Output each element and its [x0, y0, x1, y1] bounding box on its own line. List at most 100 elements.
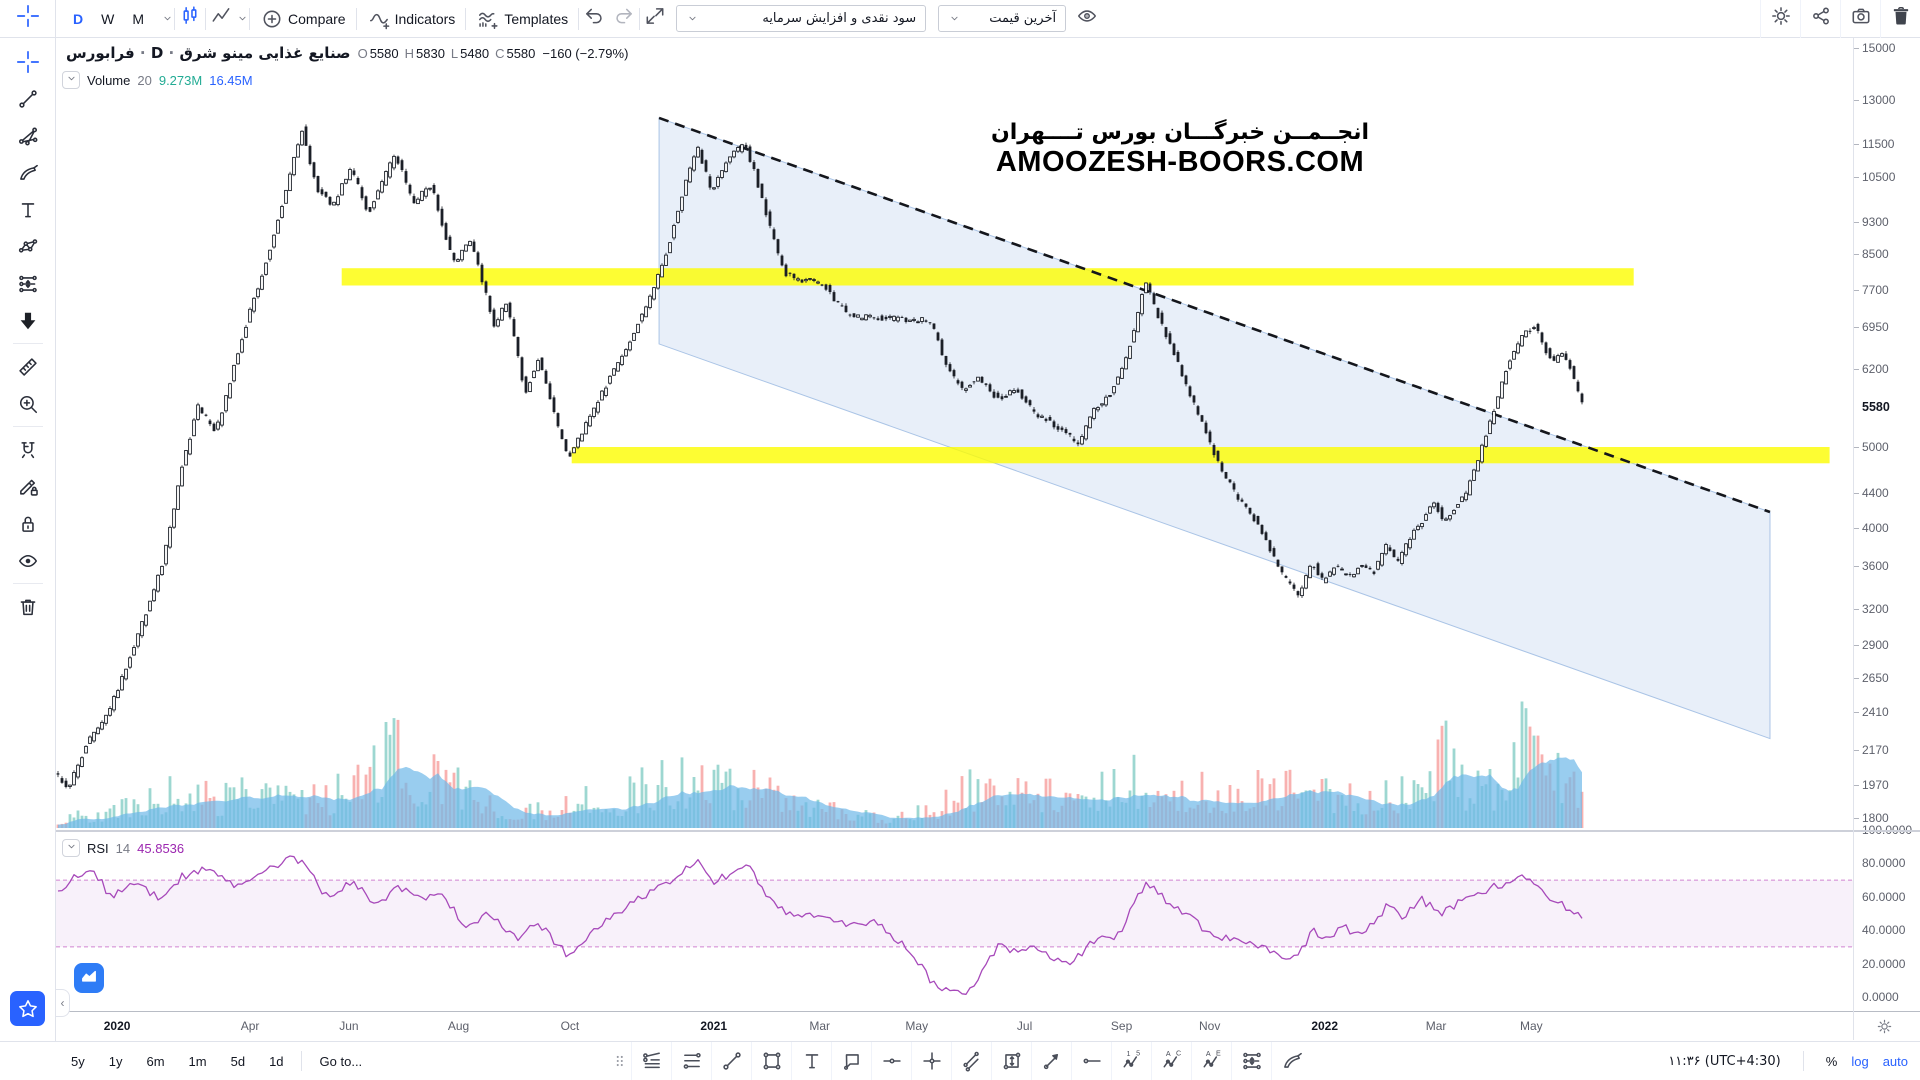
line-style-button[interactable] — [206, 4, 236, 34]
toolbar-divider — [465, 7, 467, 30]
range-1m[interactable]: 1m — [188, 1053, 207, 1069]
tick-mark — [1854, 144, 1859, 146]
timeframe-D[interactable]: D — [73, 10, 84, 27]
horizontal-ray-tool[interactable] — [1071, 1042, 1111, 1080]
rsi-value: 45.8536 — [137, 840, 185, 856]
snapshot-button[interactable] — [1840, 0, 1880, 38]
chart-type-button[interactable] — [175, 4, 205, 34]
toolbar-divider — [355, 7, 357, 30]
share-icon — [1810, 5, 1832, 32]
range-5y[interactable]: 5y — [71, 1053, 85, 1069]
redo-button[interactable] — [609, 4, 639, 34]
templates-button[interactable]: Templates — [466, 0, 578, 38]
price-source-select[interactable]: آخرین قیمت — [938, 5, 1067, 32]
symbol-info-row[interactable]: صنايع غذایی مینو شرق · D · فرابورس O 5580… — [66, 44, 628, 62]
forecast-tool[interactable] — [10, 265, 46, 302]
trend-line-tool[interactable] — [711, 1042, 751, 1080]
cross-line-tool[interactable] — [911, 1042, 951, 1080]
undo-button[interactable] — [579, 4, 609, 34]
drag-handle[interactable] — [609, 1042, 631, 1080]
remove-drawings-tool[interactable] — [10, 588, 46, 625]
range-6m[interactable]: 6m — [146, 1053, 165, 1069]
log-scale-button[interactable]: log — [1851, 1053, 1869, 1069]
tick-mark — [1854, 750, 1859, 752]
fullscreen-button[interactable] — [640, 4, 670, 34]
pattern-tool[interactable] — [10, 228, 46, 265]
tick-mark — [1854, 290, 1859, 292]
indicators-button[interactable]: Indicators — [357, 0, 466, 38]
volume-collapse-button[interactable] — [62, 71, 80, 89]
chevron-down-icon[interactable] — [236, 12, 249, 25]
volume-length: 20 — [137, 72, 152, 88]
pane-separator[interactable] — [56, 1011, 1920, 1012]
sidebar-collapse-tab[interactable]: ‹ — [56, 989, 70, 1017]
zoom-in-tool[interactable] — [10, 385, 46, 422]
time-axis[interactable]: 2020 Apr Jun Aug Oct 2021 Mar May Jul Sep Nov 2022 M… — [56, 1012, 1853, 1041]
ruler-tool[interactable] — [10, 348, 46, 385]
tick-mark — [1854, 818, 1859, 820]
settings-button[interactable] — [1760, 0, 1800, 38]
svg-text:C: C — [1175, 1050, 1180, 1058]
range-1d[interactable]: 1d — [269, 1053, 284, 1069]
trend-line-tool[interactable] — [10, 80, 46, 117]
watermark-line2: AMOOZESH-BOORS.COM — [995, 146, 1365, 178]
eye-icon — [1076, 5, 1098, 32]
pane-logo-button[interactable] — [74, 963, 104, 993]
crosshair-cursor-button[interactable] — [0, 0, 56, 38]
rsi-indicator-chart[interactable] — [56, 832, 1853, 1012]
visibility-button[interactable] — [1072, 4, 1102, 34]
delete-button[interactable] — [1880, 0, 1920, 38]
clock[interactable]: ۱۱:۳۶ (UTC+4:30) — [1668, 1053, 1781, 1069]
auto-scale-button[interactable]: auto — [1882, 1053, 1908, 1069]
timeframe-W[interactable]: W — [101, 10, 115, 27]
tick-mark — [1854, 566, 1859, 568]
svg-text:1: 1 — [1126, 1050, 1130, 1058]
lock-all-tool[interactable] — [10, 505, 46, 542]
tick-mark — [1854, 254, 1859, 256]
parallel-channel-tool[interactable] — [951, 1042, 991, 1080]
toolbar-divider — [249, 7, 251, 30]
parallel-lines-tool[interactable] — [671, 1042, 711, 1080]
text-tool[interactable] — [10, 191, 46, 228]
timeframe-M[interactable]: M — [132, 10, 145, 27]
theme-sun-icon[interactable] — [1876, 1018, 1893, 1040]
favorites-star-button[interactable] — [10, 991, 45, 1026]
arrow-tool[interactable] — [1031, 1042, 1071, 1080]
drawing-lock-tool[interactable] — [10, 468, 46, 505]
compare-button[interactable]: Compare — [250, 0, 356, 38]
horizontal-line-tool[interactable] — [871, 1042, 911, 1080]
range-1y[interactable]: 1y — [108, 1053, 123, 1069]
time-tick: 2020 — [103, 1019, 131, 1033]
callout-tool[interactable] — [831, 1042, 871, 1080]
brush-tool[interactable] — [1271, 1042, 1311, 1080]
gann-fib-tool[interactable] — [10, 117, 46, 154]
date-range-group: 5y 1y 6m 1m 5d 1d — [0, 1050, 293, 1073]
price-tick: 7700 — [1862, 283, 1889, 298]
text-tool[interactable] — [791, 1042, 831, 1080]
price-tick: 2170 — [1862, 743, 1889, 758]
price-axis[interactable]: 15000 13000 11500 10500 9300 8500 7700 6950 6200… — [1854, 38, 1920, 1012]
forecast-tool[interactable] — [1231, 1042, 1271, 1080]
arrow-marker-tool[interactable] — [10, 302, 46, 339]
percent-scale-button[interactable]: % — [1825, 1053, 1838, 1069]
brush-tool[interactable] — [10, 154, 46, 191]
chevron-down-icon[interactable] — [161, 12, 174, 25]
pane-separator[interactable] — [56, 830, 1920, 832]
hide-drawings-tool[interactable] — [10, 542, 46, 579]
adjustments-select[interactable]: سود نقدی و افزایش سرمایه — [676, 5, 927, 32]
magnet-tool[interactable] — [10, 431, 46, 468]
rectangle-tool[interactable] — [751, 1042, 791, 1080]
share-button[interactable] — [1800, 0, 1840, 38]
main-price-chart[interactable] — [56, 38, 1853, 832]
price-range-tool[interactable] — [991, 1042, 1031, 1080]
go-to-button[interactable]: Go to... — [319, 1053, 363, 1069]
crosshair-tool[interactable] — [10, 43, 46, 80]
pitchfork-tool[interactable] — [631, 1042, 671, 1080]
range-5d[interactable]: 5d — [230, 1053, 246, 1069]
rsi-collapse-button[interactable] — [62, 839, 80, 857]
ohlc-value: 5480 — [460, 45, 490, 61]
